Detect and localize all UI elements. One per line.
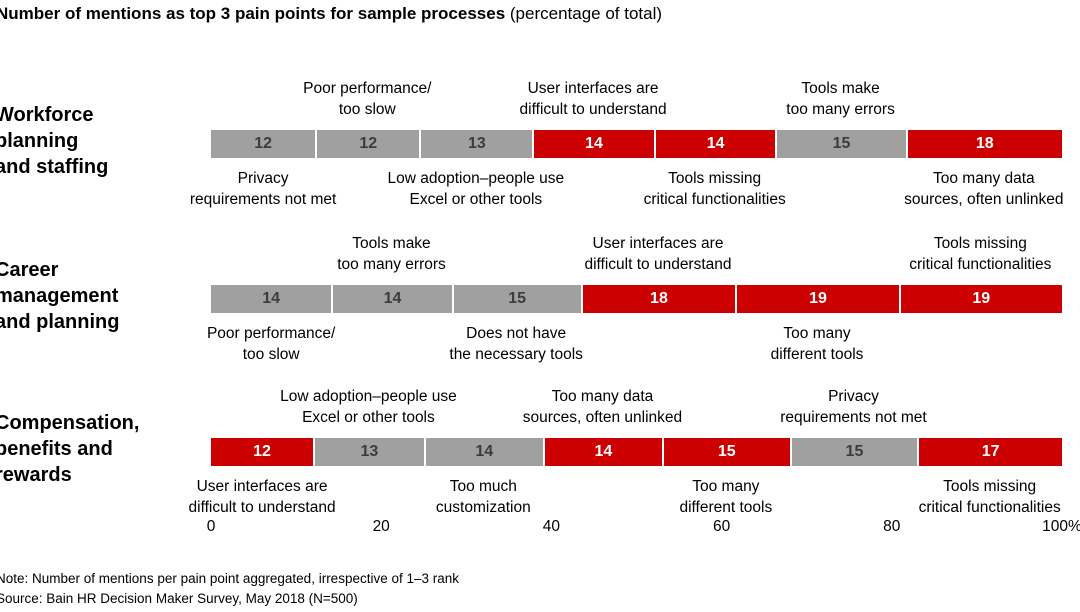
bar-segment: 13 bbox=[313, 438, 424, 466]
segment-callout-below: Tools missing critical functionalities bbox=[643, 170, 786, 208]
segment-callout-above: Tools make too many errors bbox=[786, 80, 895, 118]
category-label: Compensation, benefits and rewards bbox=[0, 412, 140, 486]
bar-segment: 14 bbox=[423, 438, 543, 466]
segment-callout-below: Privacy requirements not met bbox=[189, 170, 337, 208]
x-axis-tick: 80 bbox=[883, 518, 901, 535]
segment-callout-above: User interfaces are difficult to understa… bbox=[584, 235, 732, 273]
bar-segment: 13 bbox=[419, 130, 533, 158]
bar-segment: 15 bbox=[661, 438, 790, 466]
x-axis-tick: 40 bbox=[542, 518, 561, 535]
chart-title: Number of mentions as top 3 pain points … bbox=[0, 4, 662, 24]
segment-callout-below: Low adoption–people use Excel or other to… bbox=[387, 170, 565, 208]
bar-segment: 17 bbox=[917, 438, 1062, 466]
segment-callout-above: Too many data sources, often unlinked bbox=[522, 388, 683, 426]
bar-segment: 14 bbox=[532, 130, 654, 158]
segment-callout-below: Too many data sources, often unlinked bbox=[904, 170, 1064, 208]
segment-callout-above: Poor performance/too slow bbox=[303, 80, 432, 118]
stacked-bar: 12 13 14 14 15 15 17 bbox=[211, 438, 1062, 466]
bar-segment: 15 bbox=[789, 438, 918, 466]
segment-callout-below: User interfaces are difficult to understa… bbox=[188, 478, 336, 516]
bar-segment: 14 bbox=[542, 438, 662, 466]
segment-callout-below: Too many different tools bbox=[679, 478, 773, 516]
category-label: Workforce planning and staffing bbox=[0, 104, 109, 178]
x-axis-tick: 60 bbox=[712, 518, 731, 535]
stacked-bar: 14 14 15 18 19 19 bbox=[211, 285, 1062, 313]
segment-callout-below: Does not have the necessary tools bbox=[449, 325, 583, 363]
segment-callout-above: Tools missing critical functionalities bbox=[909, 235, 1052, 273]
segment-callout-above: Privacy requirements not met bbox=[780, 388, 927, 426]
bar-segment: 19 bbox=[898, 285, 1062, 313]
x-axis-tick: 0 bbox=[206, 518, 216, 535]
segment-callout-above: User interfaces are difficult to understa… bbox=[519, 80, 667, 118]
bar-segment: 14 bbox=[653, 130, 776, 158]
x-axis-tick: 20 bbox=[372, 518, 390, 535]
bar-segment: 15 bbox=[451, 285, 581, 313]
stacked-bar: 12 12 13 14 14 15 18 bbox=[211, 130, 1062, 158]
bar-segment: 12 bbox=[315, 130, 420, 158]
category-label: Career management and planning bbox=[0, 259, 120, 333]
chart-title-bold: Number of mentions as top 3 pain points … bbox=[0, 4, 506, 23]
bar-segment: 12 bbox=[211, 130, 316, 158]
x-axis-tick: 100% bbox=[1042, 518, 1080, 535]
segment-callout-below: Too many different tools bbox=[770, 325, 864, 363]
segment-callout-below: Tools missing critical functionalities bbox=[918, 478, 1061, 516]
chart-title-subtitle: (percentage of total) bbox=[505, 4, 663, 23]
bar-segment: 14 bbox=[331, 285, 452, 313]
source-line: Source: Bain HR Decision Maker Survey, M… bbox=[0, 591, 358, 606]
bar-segment: 18 bbox=[905, 130, 1062, 158]
bar-segment: 15 bbox=[775, 130, 906, 158]
bar-segment: 18 bbox=[580, 285, 736, 313]
bar-segment: 19 bbox=[735, 285, 899, 313]
segment-callout-above: Low adoption–people use Excel or other to… bbox=[280, 388, 457, 426]
segment-callout-below: Too much customization bbox=[435, 478, 531, 516]
bar-segment: 12 bbox=[211, 438, 314, 466]
segment-callout-below: Poor performance/too slow bbox=[206, 325, 336, 363]
bar-segment: 14 bbox=[211, 285, 332, 313]
note-line: Note: Number of mentions per pain point … bbox=[0, 571, 460, 586]
segment-callout-above: Tools make too many errors bbox=[337, 235, 446, 273]
